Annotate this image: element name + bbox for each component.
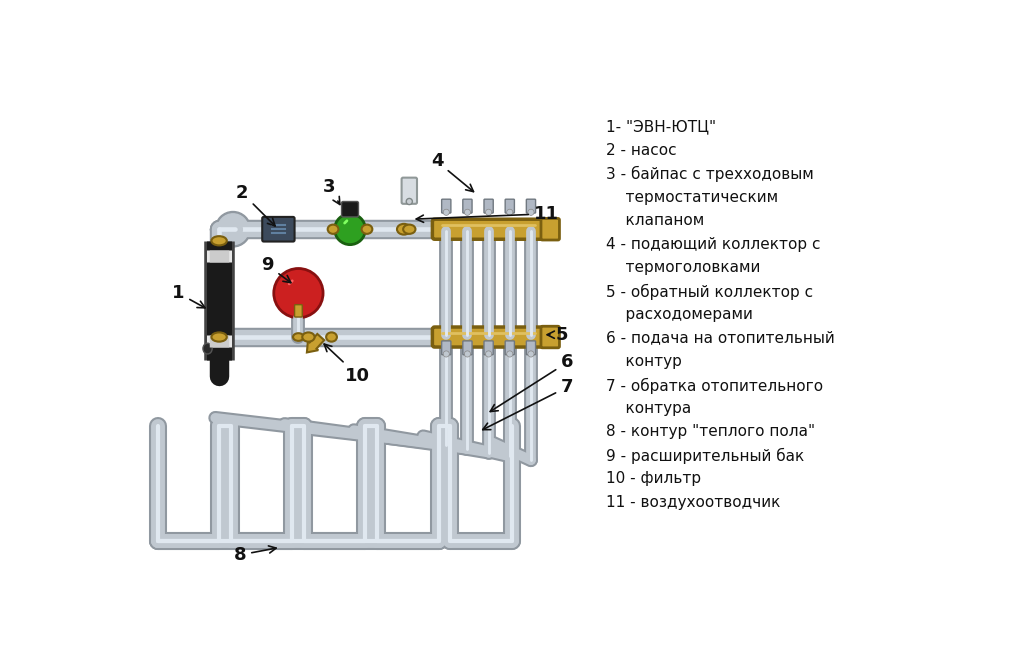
Circle shape bbox=[485, 209, 492, 215]
Ellipse shape bbox=[302, 332, 314, 341]
Text: 8: 8 bbox=[233, 546, 276, 564]
Text: 11: 11 bbox=[416, 205, 559, 223]
Text: 9 - расширительный бак: 9 - расширительный бак bbox=[606, 448, 805, 464]
Ellipse shape bbox=[403, 225, 416, 234]
Ellipse shape bbox=[211, 236, 226, 245]
Ellipse shape bbox=[293, 333, 304, 341]
Circle shape bbox=[507, 351, 513, 357]
Text: контур: контур bbox=[606, 354, 682, 369]
Text: 10: 10 bbox=[325, 344, 371, 385]
FancyBboxPatch shape bbox=[484, 341, 494, 355]
FancyBboxPatch shape bbox=[463, 199, 472, 213]
Text: 6 - подача на отопительный: 6 - подача на отопительный bbox=[606, 330, 836, 345]
FancyBboxPatch shape bbox=[441, 341, 451, 355]
Text: 5 - обратный коллектор с: 5 - обратный коллектор с bbox=[606, 283, 813, 300]
Ellipse shape bbox=[397, 224, 411, 235]
Circle shape bbox=[215, 212, 251, 247]
Text: 6: 6 bbox=[490, 353, 573, 411]
FancyBboxPatch shape bbox=[526, 341, 536, 355]
Text: расходомерами: расходомерами bbox=[606, 307, 754, 322]
Text: термостатическим: термостатическим bbox=[606, 190, 778, 204]
Text: 4 - подающий коллектор с: 4 - подающий коллектор с bbox=[606, 237, 821, 252]
Text: 3 - байпас с трехходовым: 3 - байпас с трехходовым bbox=[606, 166, 814, 183]
Text: 7 - обратка отопительного: 7 - обратка отопительного bbox=[606, 378, 823, 393]
Ellipse shape bbox=[361, 225, 373, 234]
Circle shape bbox=[407, 198, 413, 204]
FancyBboxPatch shape bbox=[463, 341, 472, 355]
Text: клапаном: клапаном bbox=[606, 213, 705, 228]
Text: 1- "ЭВН-ЮТЦ": 1- "ЭВН-ЮТЦ" bbox=[606, 119, 717, 134]
Circle shape bbox=[485, 351, 492, 357]
FancyBboxPatch shape bbox=[526, 199, 536, 213]
Text: 8 - контур "теплого пола": 8 - контур "теплого пола" bbox=[606, 424, 815, 440]
Text: 3: 3 bbox=[323, 178, 340, 204]
Circle shape bbox=[443, 209, 450, 215]
FancyBboxPatch shape bbox=[432, 327, 545, 347]
FancyBboxPatch shape bbox=[441, 199, 451, 213]
Ellipse shape bbox=[328, 225, 339, 234]
FancyBboxPatch shape bbox=[401, 178, 417, 204]
FancyBboxPatch shape bbox=[342, 202, 358, 217]
FancyBboxPatch shape bbox=[484, 199, 494, 213]
Ellipse shape bbox=[326, 332, 337, 341]
Circle shape bbox=[464, 351, 470, 357]
Text: термоголовками: термоголовками bbox=[606, 260, 761, 275]
Text: контура: контура bbox=[606, 401, 691, 416]
Text: 10 - фильтр: 10 - фильтр bbox=[606, 471, 701, 486]
FancyBboxPatch shape bbox=[295, 304, 302, 317]
Text: 11 - воздухоотводчик: 11 - воздухоотводчик bbox=[606, 495, 780, 510]
Text: 2 - насос: 2 - насос bbox=[606, 142, 677, 158]
Circle shape bbox=[443, 351, 450, 357]
FancyBboxPatch shape bbox=[505, 199, 514, 213]
FancyBboxPatch shape bbox=[541, 218, 559, 240]
FancyBboxPatch shape bbox=[541, 326, 559, 348]
Circle shape bbox=[273, 268, 323, 318]
FancyBboxPatch shape bbox=[432, 219, 545, 239]
Circle shape bbox=[217, 214, 249, 244]
Text: 5: 5 bbox=[547, 326, 568, 344]
Text: 7: 7 bbox=[482, 378, 573, 430]
Circle shape bbox=[335, 214, 366, 244]
Circle shape bbox=[528, 209, 535, 215]
Text: 9: 9 bbox=[261, 256, 291, 283]
Circle shape bbox=[528, 351, 535, 357]
Text: 2: 2 bbox=[236, 184, 275, 226]
Ellipse shape bbox=[203, 343, 212, 354]
FancyArrow shape bbox=[307, 334, 325, 353]
Circle shape bbox=[507, 209, 513, 215]
FancyBboxPatch shape bbox=[262, 217, 295, 242]
Ellipse shape bbox=[211, 332, 226, 341]
Text: 1: 1 bbox=[172, 284, 205, 308]
Text: 4: 4 bbox=[431, 152, 473, 192]
FancyBboxPatch shape bbox=[505, 341, 514, 355]
Circle shape bbox=[464, 209, 470, 215]
